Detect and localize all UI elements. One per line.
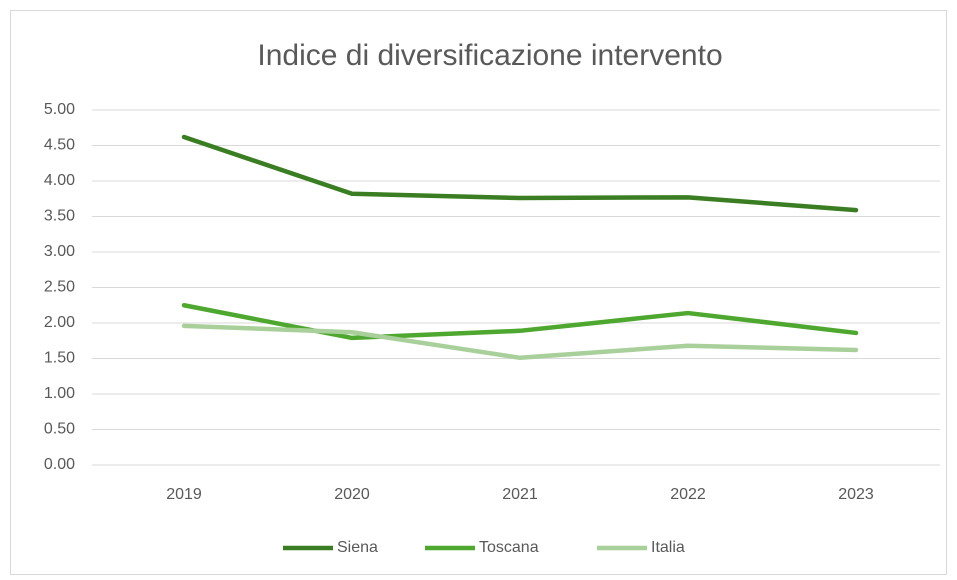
x-tick-label: 2022 — [670, 486, 706, 503]
series-line — [181, 323, 859, 361]
y-tick-label: 1.50 — [44, 350, 75, 367]
x-tick-label: 2023 — [838, 486, 874, 503]
series-line — [181, 303, 859, 341]
chart-frame — [10, 10, 947, 575]
chart-title: Indice di diversificazione intervento — [257, 39, 722, 72]
y-tick-label: 4.00 — [44, 172, 75, 189]
y-tick-label: 5.00 — [44, 101, 75, 118]
y-tick-label: 4.50 — [44, 137, 75, 154]
y-tick-label: 0.50 — [44, 421, 75, 438]
x-tick-label: 2021 — [502, 486, 538, 503]
x-tick-label: 2019 — [166, 486, 202, 503]
legend-label: Siena — [337, 539, 378, 556]
x-tick-label: 2020 — [334, 486, 370, 503]
y-tick-label: 2.50 — [44, 279, 75, 296]
legend-label: Italia — [651, 539, 685, 556]
y-tick-label: 3.50 — [44, 208, 75, 225]
y-tick-label: 0.00 — [44, 456, 75, 473]
legend-label: Toscana — [479, 539, 539, 556]
series-line — [181, 134, 859, 213]
y-tick-label: 1.00 — [44, 385, 75, 402]
y-tick-label: 2.00 — [44, 314, 75, 331]
y-tick-label: 3.00 — [44, 243, 75, 260]
